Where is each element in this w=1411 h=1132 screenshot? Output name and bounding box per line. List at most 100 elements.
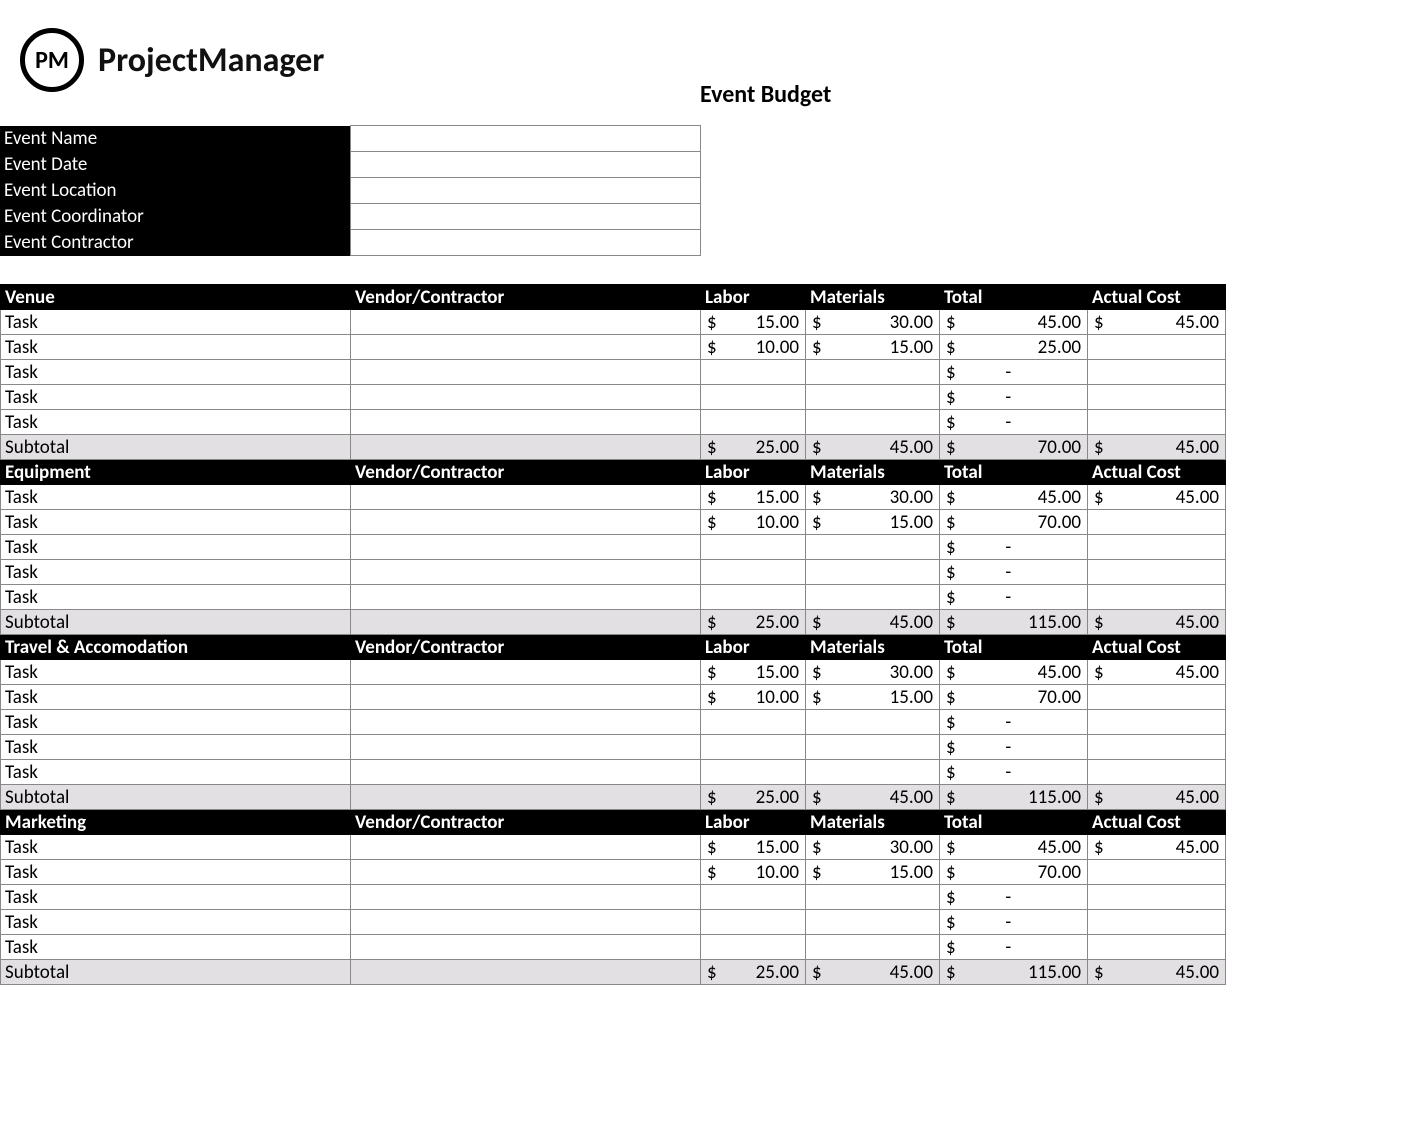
total-cell[interactable]: $- xyxy=(940,385,1088,410)
labor-cell[interactable]: $10.00 xyxy=(701,510,806,535)
vendor-cell[interactable] xyxy=(351,760,701,785)
labor-cell[interactable] xyxy=(701,360,806,385)
subtotal-total[interactable]: $70.00 xyxy=(940,435,1088,460)
labor-cell[interactable]: $15.00 xyxy=(701,835,806,860)
info-value[interactable] xyxy=(350,152,700,178)
materials-cell[interactable] xyxy=(806,710,940,735)
info-value[interactable] xyxy=(350,178,700,204)
subtotal-materials[interactable]: $45.00 xyxy=(806,960,940,985)
vendor-cell[interactable] xyxy=(351,735,701,760)
actual-cell[interactable] xyxy=(1088,560,1226,585)
labor-cell[interactable] xyxy=(701,410,806,435)
subtotal-actual[interactable]: $45.00 xyxy=(1088,960,1226,985)
info-value[interactable] xyxy=(350,126,700,152)
materials-cell[interactable] xyxy=(806,535,940,560)
materials-cell[interactable] xyxy=(806,935,940,960)
subtotal-total[interactable]: $115.00 xyxy=(940,610,1088,635)
actual-cell[interactable] xyxy=(1088,510,1226,535)
materials-cell[interactable]: $30.00 xyxy=(806,485,940,510)
labor-cell[interactable] xyxy=(701,735,806,760)
total-cell[interactable]: $- xyxy=(940,760,1088,785)
materials-cell[interactable] xyxy=(806,760,940,785)
materials-cell[interactable]: $30.00 xyxy=(806,660,940,685)
total-cell[interactable]: $45.00 xyxy=(940,485,1088,510)
task-name[interactable]: Task xyxy=(1,685,351,710)
actual-cell[interactable] xyxy=(1088,410,1226,435)
materials-cell[interactable] xyxy=(806,560,940,585)
labor-cell[interactable] xyxy=(701,710,806,735)
total-cell[interactable]: $- xyxy=(940,710,1088,735)
labor-cell[interactable]: $10.00 xyxy=(701,685,806,710)
actual-cell[interactable] xyxy=(1088,935,1226,960)
labor-cell[interactable]: $10.00 xyxy=(701,335,806,360)
total-cell[interactable]: $70.00 xyxy=(940,685,1088,710)
task-name[interactable]: Task xyxy=(1,835,351,860)
vendor-cell[interactable] xyxy=(351,335,701,360)
actual-cell[interactable] xyxy=(1088,535,1226,560)
info-value[interactable] xyxy=(350,204,700,230)
total-cell[interactable]: $- xyxy=(940,585,1088,610)
materials-cell[interactable] xyxy=(806,585,940,610)
task-name[interactable]: Task xyxy=(1,935,351,960)
total-cell[interactable]: $- xyxy=(940,560,1088,585)
labor-cell[interactable] xyxy=(701,885,806,910)
vendor-cell[interactable] xyxy=(351,710,701,735)
actual-cell[interactable]: $45.00 xyxy=(1088,835,1226,860)
vendor-cell[interactable] xyxy=(351,410,701,435)
total-cell[interactable]: $25.00 xyxy=(940,335,1088,360)
actual-cell[interactable] xyxy=(1088,860,1226,885)
subtotal-total[interactable]: $115.00 xyxy=(940,785,1088,810)
subtotal-actual[interactable]: $45.00 xyxy=(1088,610,1226,635)
subtotal-actual[interactable]: $45.00 xyxy=(1088,435,1226,460)
actual-cell[interactable] xyxy=(1088,335,1226,360)
labor-cell[interactable] xyxy=(701,935,806,960)
total-cell[interactable]: $- xyxy=(940,910,1088,935)
total-cell[interactable]: $- xyxy=(940,360,1088,385)
task-name[interactable]: Task xyxy=(1,735,351,760)
vendor-cell[interactable] xyxy=(351,310,701,335)
actual-cell[interactable] xyxy=(1088,885,1226,910)
labor-cell[interactable]: $15.00 xyxy=(701,485,806,510)
labor-cell[interactable]: $10.00 xyxy=(701,860,806,885)
labor-cell[interactable]: $15.00 xyxy=(701,310,806,335)
total-cell[interactable]: $- xyxy=(940,735,1088,760)
task-name[interactable]: Task xyxy=(1,860,351,885)
subtotal-materials[interactable]: $45.00 xyxy=(806,610,940,635)
vendor-cell[interactable] xyxy=(351,860,701,885)
materials-cell[interactable] xyxy=(806,410,940,435)
vendor-cell[interactable] xyxy=(351,910,701,935)
actual-cell[interactable] xyxy=(1088,910,1226,935)
task-name[interactable]: Task xyxy=(1,310,351,335)
subtotal-total[interactable]: $115.00 xyxy=(940,960,1088,985)
total-cell[interactable]: $45.00 xyxy=(940,310,1088,335)
actual-cell[interactable] xyxy=(1088,760,1226,785)
vendor-cell[interactable] xyxy=(351,560,701,585)
total-cell[interactable]: $- xyxy=(940,410,1088,435)
task-name[interactable]: Task xyxy=(1,485,351,510)
materials-cell[interactable]: $15.00 xyxy=(806,860,940,885)
subtotal-labor[interactable]: $25.00 xyxy=(701,435,806,460)
actual-cell[interactable] xyxy=(1088,360,1226,385)
task-name[interactable]: Task xyxy=(1,410,351,435)
labor-cell[interactable] xyxy=(701,910,806,935)
actual-cell[interactable] xyxy=(1088,685,1226,710)
subtotal-labor[interactable]: $25.00 xyxy=(701,610,806,635)
subtotal-actual[interactable]: $45.00 xyxy=(1088,785,1226,810)
task-name[interactable]: Task xyxy=(1,660,351,685)
actual-cell[interactable] xyxy=(1088,385,1226,410)
actual-cell[interactable]: $45.00 xyxy=(1088,310,1226,335)
actual-cell[interactable]: $45.00 xyxy=(1088,485,1226,510)
vendor-cell[interactable] xyxy=(351,510,701,535)
task-name[interactable]: Task xyxy=(1,585,351,610)
vendor-cell[interactable] xyxy=(351,385,701,410)
materials-cell[interactable] xyxy=(806,385,940,410)
actual-cell[interactable] xyxy=(1088,710,1226,735)
task-name[interactable]: Task xyxy=(1,385,351,410)
task-name[interactable]: Task xyxy=(1,535,351,560)
total-cell[interactable]: $- xyxy=(940,535,1088,560)
task-name[interactable]: Task xyxy=(1,885,351,910)
task-name[interactable]: Task xyxy=(1,360,351,385)
materials-cell[interactable]: $15.00 xyxy=(806,685,940,710)
materials-cell[interactable] xyxy=(806,735,940,760)
vendor-cell[interactable] xyxy=(351,660,701,685)
